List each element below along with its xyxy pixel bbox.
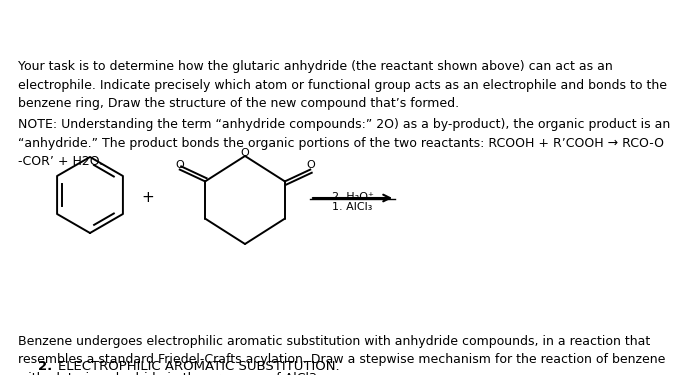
Text: ELECTROPHILIC AROMATIC SUBSTITUTION.: ELECTROPHILIC AROMATIC SUBSTITUTION. — [58, 360, 340, 373]
Text: Benzene undergoes electrophilic aromatic substitution with anhydride compounds, : Benzene undergoes electrophilic aromatic… — [18, 335, 666, 375]
Text: O: O — [306, 160, 314, 170]
Text: O: O — [241, 148, 249, 158]
Text: Your task is to determine how the glutaric anhydride (the reactant shown above) : Your task is to determine how the glutar… — [18, 60, 667, 110]
Text: 2.: 2. — [38, 360, 52, 373]
Text: 2. H₃O⁺: 2. H₃O⁺ — [332, 192, 373, 202]
Text: +: + — [141, 189, 155, 204]
Text: O: O — [176, 160, 184, 170]
Text: NOTE: Understanding the term “anhydride compounds:” 2O) as a by-product), the or: NOTE: Understanding the term “anhydride … — [18, 118, 671, 168]
Text: 1. AlCl₃: 1. AlCl₃ — [332, 202, 372, 212]
